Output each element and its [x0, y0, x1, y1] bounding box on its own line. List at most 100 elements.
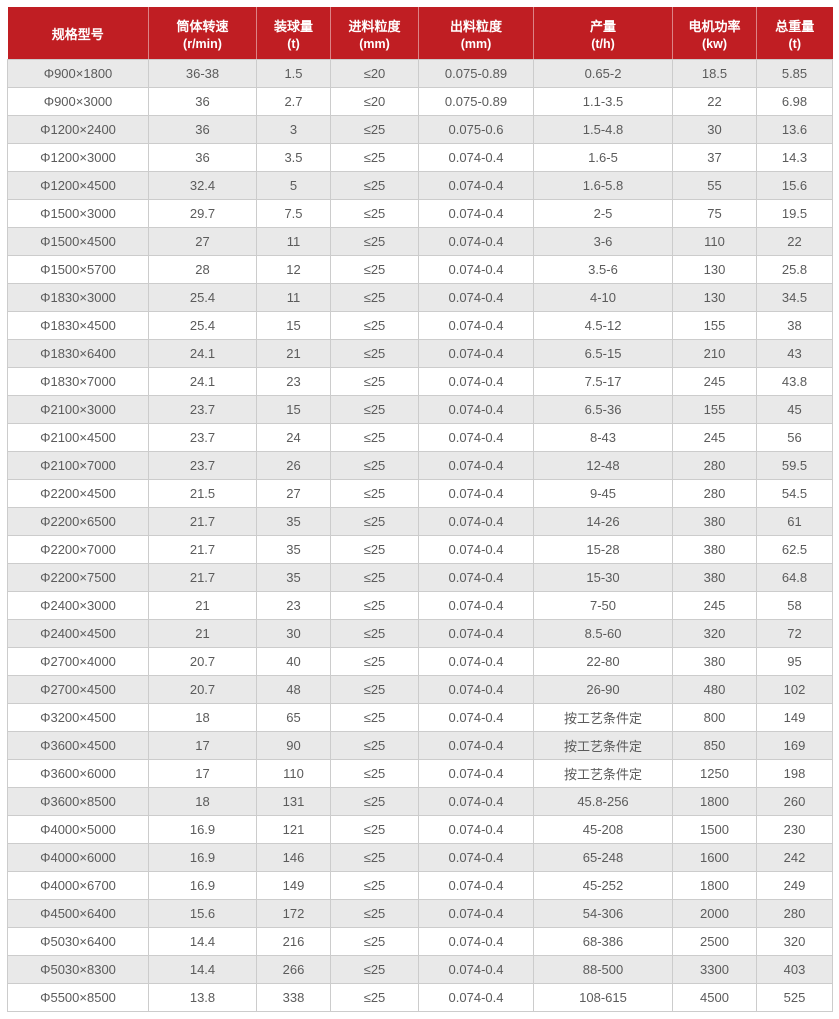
table-cell: 0.074-0.4 — [418, 255, 534, 284]
table-cell: Φ2200×6500 — [7, 507, 149, 536]
table-cell: ≤25 — [330, 451, 419, 480]
table-row: Φ2100×3000 23.7 15 ≤25 0.074-0.4 6.5-36 155 45 — [7, 395, 833, 424]
column-header-label: 产量 — [589, 18, 616, 34]
table-cell: 0.074-0.4 — [418, 199, 534, 228]
table-cell: Φ4000×5000 — [7, 815, 149, 844]
table-cell: Φ1830×4500 — [7, 311, 149, 340]
table-cell: ≤25 — [330, 591, 419, 620]
table-cell: 6.98 — [756, 87, 833, 116]
table-row: Φ1830×6400 24.1 21 ≤25 0.074-0.4 6.5-15 210 43 — [7, 339, 833, 368]
table-row: Φ5500×8500 13.8 338 ≤25 0.074-0.4 108-615 4500… — [7, 983, 833, 1012]
table-cell: 131 — [256, 787, 331, 816]
table-row: Φ1500×4500 27 11 ≤25 0.074-0.4 3-6 110 22 — [7, 227, 833, 256]
column-header: 总重量 (t) — [756, 7, 833, 60]
table-cell: 12-48 — [533, 451, 673, 480]
table-row: Φ3600×8500 18 131 ≤25 0.074-0.4 45.8-256 1800 2… — [7, 787, 833, 816]
table-cell: Φ1500×3000 — [7, 199, 149, 228]
table-cell: 338 — [256, 983, 331, 1012]
table-cell: 0.074-0.4 — [418, 367, 534, 396]
column-header-unit: (r/min) — [183, 36, 222, 51]
specs-table: 规格型号 筒体转速 (r/min) 装球量 (t) 进料粒度 (mm) 出料粒度 (mm) 产量 (… — [7, 7, 833, 1012]
column-header-unit: (t) — [788, 36, 802, 51]
table-row: Φ2200×6500 21.7 35 ≤25 0.074-0.4 14-26 380 61 — [7, 507, 833, 536]
table-cell: Φ3600×8500 — [7, 787, 149, 816]
table-cell: 0.074-0.4 — [418, 283, 534, 312]
table-cell: 0.074-0.4 — [418, 703, 534, 732]
table-cell: 26 — [256, 451, 331, 480]
table-cell: 5.85 — [756, 59, 833, 88]
table-cell: 23.7 — [148, 451, 257, 480]
table-cell: 249 — [756, 871, 833, 900]
table-cell: 56 — [756, 423, 833, 452]
table-cell: 58 — [756, 591, 833, 620]
table-row: Φ2100×7000 23.7 26 ≤25 0.074-0.4 12-48 280 59.5 — [7, 451, 833, 480]
table-cell: 29.7 — [148, 199, 257, 228]
table-cell: ≤25 — [330, 395, 419, 424]
table-cell: 21 — [148, 591, 257, 620]
table-row: Φ3200×4500 18 65 ≤25 0.074-0.4 按工艺条件定 800 149 — [7, 703, 833, 732]
table-cell: 403 — [756, 955, 833, 984]
table-cell: ≤25 — [330, 367, 419, 396]
table-cell: 68-386 — [533, 927, 673, 956]
table-cell: 24.1 — [148, 367, 257, 396]
table-cell: 25.8 — [756, 255, 833, 284]
column-header: 规格型号 — [7, 7, 149, 60]
table-cell: 800 — [672, 703, 757, 732]
table-cell: ≤25 — [330, 199, 419, 228]
table-row: Φ5030×8300 14.4 266 ≤25 0.074-0.4 88-500 3300 4… — [7, 955, 833, 984]
table-cell: Φ2700×4000 — [7, 647, 149, 676]
table-row: Φ2700×4000 20.7 40 ≤25 0.074-0.4 22-80 380 95 — [7, 647, 833, 676]
table-cell: 按工艺条件定 — [533, 731, 673, 760]
table-cell: 25.4 — [148, 283, 257, 312]
table-cell: Φ3600×4500 — [7, 731, 149, 760]
table-cell: 280 — [756, 899, 833, 928]
table-cell: 0.074-0.4 — [418, 227, 534, 256]
table-cell: 4.5-12 — [533, 311, 673, 340]
table-cell: Φ1500×5700 — [7, 255, 149, 284]
table-cell: 21.7 — [148, 507, 257, 536]
table-cell: 15.6 — [148, 899, 257, 928]
table-cell: 64.8 — [756, 563, 833, 592]
table-cell: Φ5030×6400 — [7, 927, 149, 956]
table-cell: 43 — [756, 339, 833, 368]
table-cell: Φ5500×8500 — [7, 983, 149, 1012]
table-cell: ≤25 — [330, 647, 419, 676]
table-cell: 9-45 — [533, 479, 673, 508]
table-cell: 11 — [256, 283, 331, 312]
table-cell: 1.6-5.8 — [533, 171, 673, 200]
table-cell: 7-50 — [533, 591, 673, 620]
table-cell: Φ1200×2400 — [7, 115, 149, 144]
table-cell: 0.074-0.4 — [418, 535, 534, 564]
table-cell: 20.7 — [148, 647, 257, 676]
table-cell: 54.5 — [756, 479, 833, 508]
table-cell: 260 — [756, 787, 833, 816]
table-cell: 0.074-0.4 — [418, 395, 534, 424]
table-row: Φ2100×4500 23.7 24 ≤25 0.074-0.4 8-43 245 56 — [7, 423, 833, 452]
table-cell: 149 — [256, 871, 331, 900]
table-cell: ≤25 — [330, 619, 419, 648]
table-cell: 3.5 — [256, 143, 331, 172]
table-cell: 37 — [672, 143, 757, 172]
table-cell: 14.4 — [148, 927, 257, 956]
table-cell: 45-208 — [533, 815, 673, 844]
table-row: Φ5030×6400 14.4 216 ≤25 0.074-0.4 68-386 2500 3… — [7, 927, 833, 956]
table-cell: 0.074-0.4 — [418, 563, 534, 592]
table-cell: Φ900×1800 — [7, 59, 149, 88]
table-cell: 22 — [756, 227, 833, 256]
table-cell: 15-30 — [533, 563, 673, 592]
table-cell: 0.074-0.4 — [418, 171, 534, 200]
table-cell: 28 — [148, 255, 257, 284]
table-cell: 0.074-0.4 — [418, 619, 534, 648]
table-cell: 21.5 — [148, 479, 257, 508]
table-cell: 18 — [148, 787, 257, 816]
table-row: Φ2400×3000 21 23 ≤25 0.074-0.4 7-50 245 58 — [7, 591, 833, 620]
table-cell: 1.1-3.5 — [533, 87, 673, 116]
column-header: 进料粒度 (mm) — [330, 7, 419, 60]
header-row: 规格型号 筒体转速 (r/min) 装球量 (t) 进料粒度 (mm) 出料粒度 (mm) 产量 (… — [7, 7, 833, 60]
table-cell: ≤25 — [330, 143, 419, 172]
table-cell: 0.074-0.4 — [418, 899, 534, 928]
table-cell: ≤20 — [330, 59, 419, 88]
table-cell: Φ3200×4500 — [7, 703, 149, 732]
table-cell: ≤25 — [330, 675, 419, 704]
table-cell: 34.5 — [756, 283, 833, 312]
